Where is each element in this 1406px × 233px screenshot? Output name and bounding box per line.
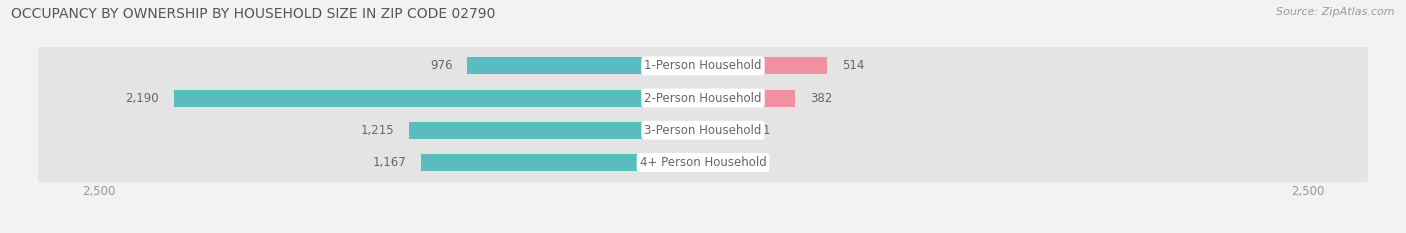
Bar — [467, 57, 703, 74]
Text: 4+ Person Household: 4+ Person Household — [640, 156, 766, 169]
FancyBboxPatch shape — [38, 141, 1368, 184]
FancyBboxPatch shape — [38, 77, 1368, 120]
Bar — [703, 90, 796, 106]
Text: 514: 514 — [842, 59, 865, 72]
Text: Source: ZipAtlas.com: Source: ZipAtlas.com — [1277, 7, 1395, 17]
Text: 2-Person Household: 2-Person Household — [644, 92, 762, 105]
Bar — [703, 122, 735, 139]
Text: 976: 976 — [430, 59, 453, 72]
Bar — [703, 154, 731, 171]
Text: 1,215: 1,215 — [361, 124, 395, 137]
Bar — [173, 90, 703, 106]
Text: 131: 131 — [749, 124, 772, 137]
Text: 117: 117 — [745, 156, 768, 169]
FancyBboxPatch shape — [38, 109, 1368, 152]
Text: 382: 382 — [810, 92, 832, 105]
Text: OCCUPANCY BY OWNERSHIP BY HOUSEHOLD SIZE IN ZIP CODE 02790: OCCUPANCY BY OWNERSHIP BY HOUSEHOLD SIZE… — [11, 7, 496, 21]
Text: 1-Person Household: 1-Person Household — [644, 59, 762, 72]
Bar — [703, 57, 827, 74]
Bar — [409, 122, 703, 139]
Bar — [420, 154, 703, 171]
Text: 3-Person Household: 3-Person Household — [644, 124, 762, 137]
Text: 2,190: 2,190 — [125, 92, 159, 105]
Text: 1,167: 1,167 — [373, 156, 406, 169]
FancyBboxPatch shape — [38, 44, 1368, 87]
